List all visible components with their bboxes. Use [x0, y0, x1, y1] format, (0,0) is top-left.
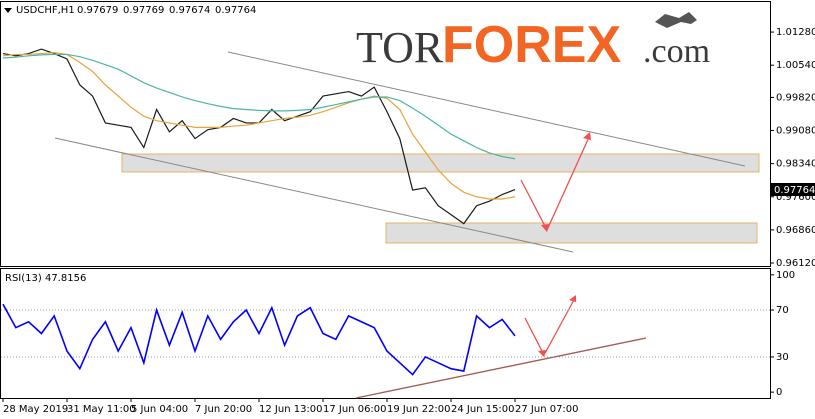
channel-upper	[227, 51, 746, 167]
y-tick-label: 0.96860	[776, 225, 815, 236]
last-price: 0.97764	[774, 185, 815, 196]
ohlc-high: 0.97769	[123, 5, 164, 16]
y-tick-label: 0.99080	[776, 126, 815, 137]
x-tick-label: 28 May 2019	[3, 404, 68, 415]
header: USDCHF,H1 0.97679 0.97769 0.97674 0.9776…	[4, 5, 256, 284]
rsi-panel	[0, 268, 771, 399]
y-tick-label: 0.96120	[776, 258, 815, 269]
support-zone	[385, 222, 758, 244]
y-tick-label: 0.99820	[776, 92, 815, 103]
ohlc-low: 0.97674	[169, 5, 210, 16]
y-tick-label: 30	[776, 352, 789, 363]
y-tick-label: 1.01280	[776, 27, 815, 38]
y-tick-label: 1.00540	[776, 60, 815, 71]
y-tick-label: 70	[776, 305, 789, 316]
bull-icon	[655, 12, 697, 28]
ohlc-open: 0.97679	[77, 5, 118, 16]
series-line	[2, 53, 516, 160]
header-icon	[4, 8, 12, 13]
x-tick-label: 12 Jun 13:00	[259, 404, 323, 415]
rsi-arrow-heads	[538, 295, 576, 357]
x-tick-label: 27 Jun 07:00	[515, 404, 579, 415]
watermark: TOR FOREX .com	[356, 12, 710, 74]
y-tick-label: 0.97600	[776, 192, 815, 203]
y-tick-label: 100	[776, 270, 795, 281]
watermark-tor: TOR	[356, 23, 444, 72]
ohlc-close: 0.97764	[215, 5, 256, 16]
y-tick-label: 0.98340	[776, 159, 815, 170]
watermark-com: .com	[643, 33, 710, 70]
x-tick-label: 24 Jun 15:00	[451, 404, 515, 415]
x-tick-label: 31 May 11:00	[67, 404, 136, 415]
last-price-box	[771, 183, 815, 196]
x-tick-label: 7 Jun 20:00	[195, 404, 252, 415]
rsi-title: RSI(13) 47.8156	[5, 273, 86, 284]
x-tick-label: 5 Jun 04:00	[131, 404, 188, 415]
x-tick-label: 19 Jun 22:00	[387, 404, 451, 415]
rsi-trendline	[355, 337, 647, 399]
annotations	[54, 51, 760, 399]
x-tick-label: 17 Jun 06:00	[323, 404, 387, 415]
series-line	[2, 52, 516, 200]
symbol: USDCHF,H1	[16, 5, 75, 16]
watermark-forex: FOREX	[442, 16, 621, 74]
price-panel	[0, 1, 771, 267]
y-tick-label: 0	[776, 387, 782, 398]
series-line	[2, 303, 516, 376]
channel-lower	[54, 137, 574, 253]
resistance-zone	[121, 153, 760, 173]
